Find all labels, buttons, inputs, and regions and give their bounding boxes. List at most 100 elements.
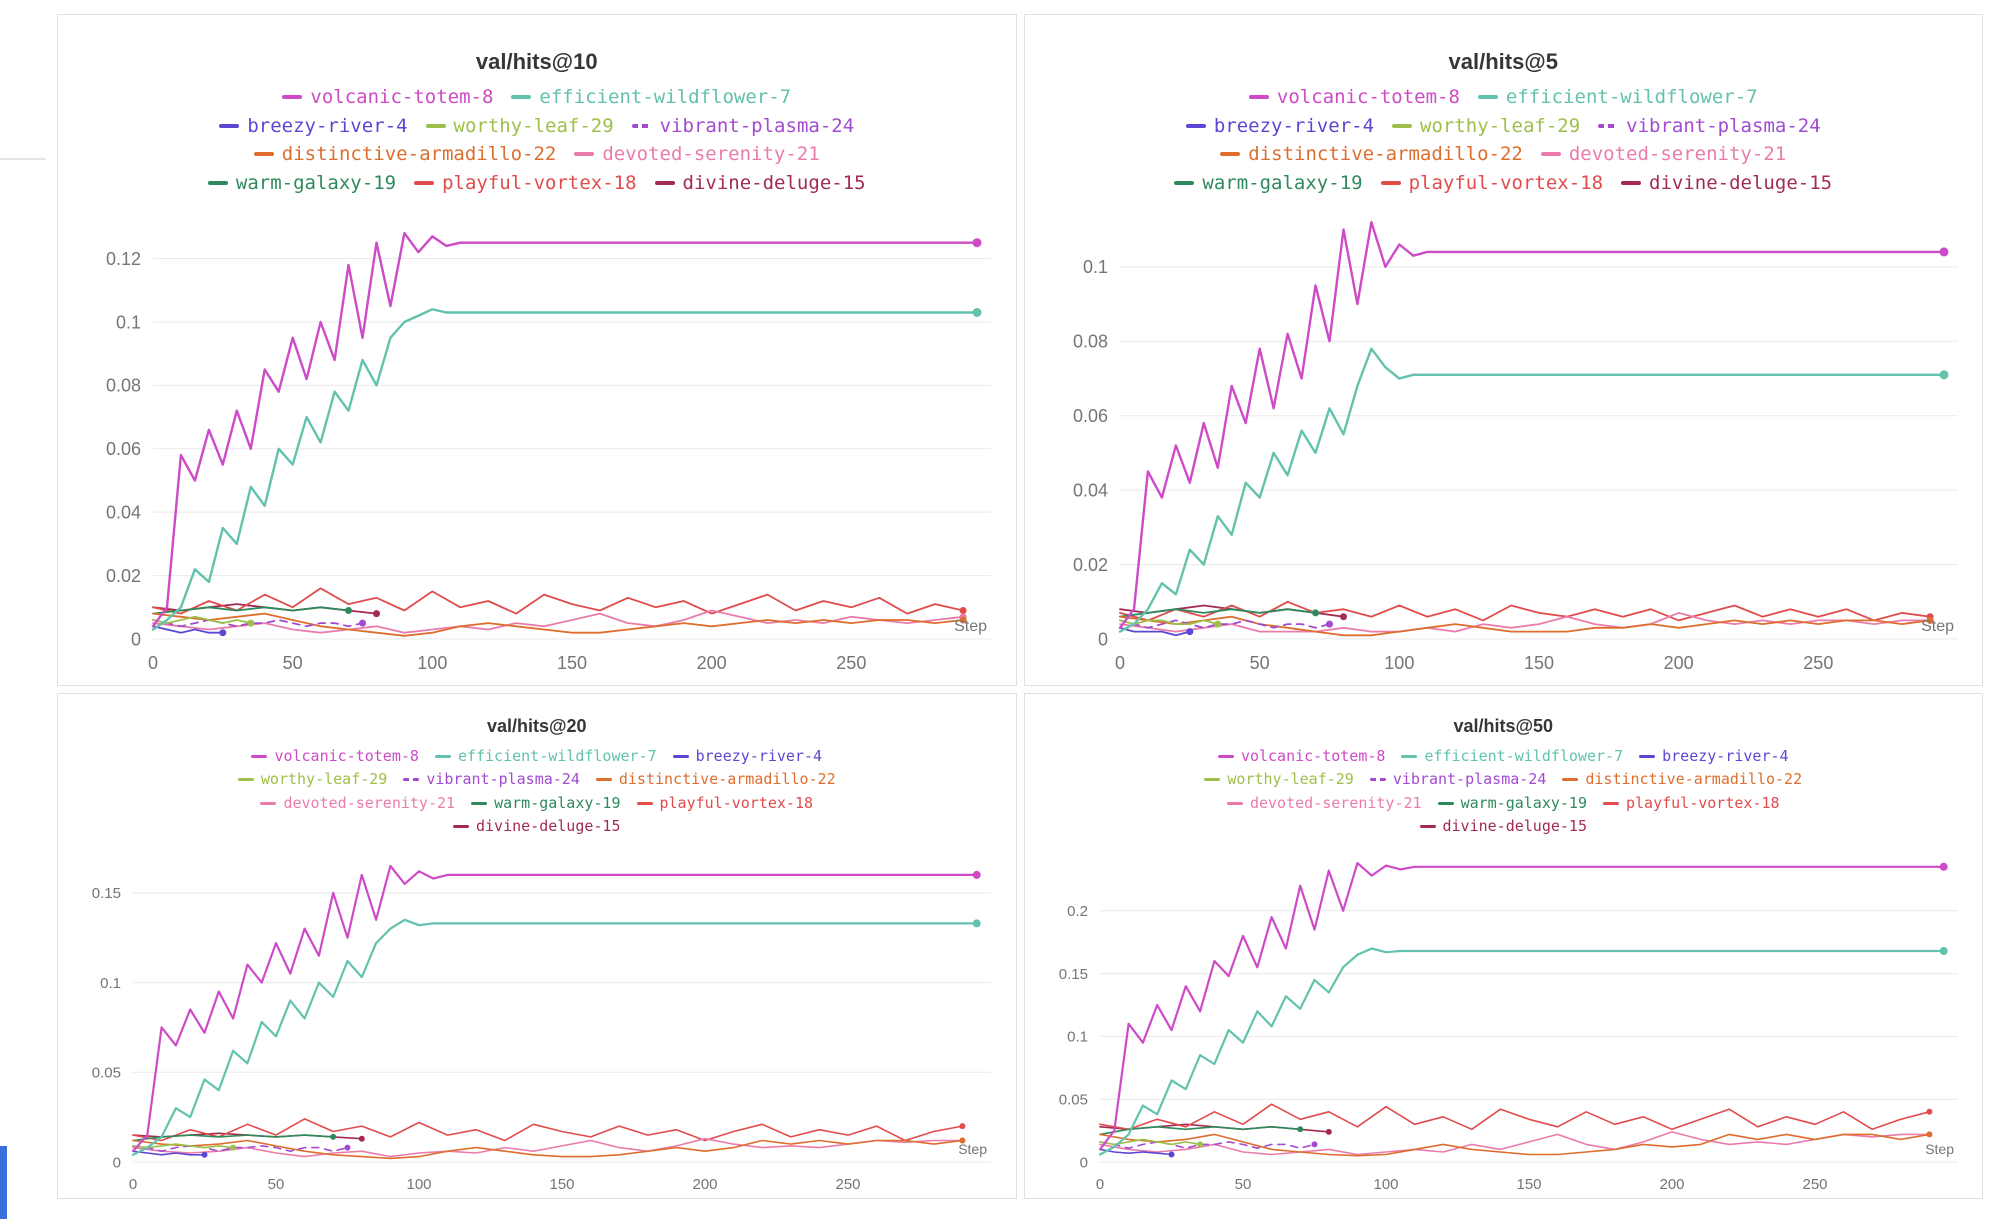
series-line-efficient-wildflower-7[interactable] xyxy=(1098,947,1945,1156)
plot-svg[interactable]: 0 0.02 0.04 0.06 0.08 0.1 0 50 100 150 200 250 Step xyxy=(1025,197,1983,685)
legend-item-efficient-wildflower-7[interactable]: efficient-wildflower-7 xyxy=(434,745,657,768)
series-line-distinctive-armadillo-22[interactable] xyxy=(1098,1133,1930,1157)
legend-item-warm-galaxy-19[interactable]: warm-galaxy-19 xyxy=(207,169,396,198)
legend-mark-dashed xyxy=(631,123,652,128)
legend-item-divine-deluge-15[interactable]: divine-deluge-15 xyxy=(453,815,621,838)
legend-item-efficient-wildflower-7[interactable]: efficient-wildflower-7 xyxy=(1477,83,1758,112)
legend-item-volcanic-totem-8[interactable]: volcanic-totem-8 xyxy=(282,83,493,112)
plot-svg[interactable]: 0 0.05 0.1 0.15 0 50 100 150 200 250 Step xyxy=(58,838,1016,1198)
series-end-dot-efficient-wildflower-7 xyxy=(1939,947,1948,955)
chart-plot-area[interactable]: 0 0.05 0.1 0.15 0 50 100 150 200 250 Step xyxy=(58,838,1016,1198)
series-line-devoted-serenity-21[interactable] xyxy=(1098,1131,1930,1156)
x-tick-label: 250 xyxy=(835,1176,860,1193)
legend-mark xyxy=(1540,152,1561,157)
series-end-dot-worthy-leaf-29 xyxy=(1196,1141,1203,1148)
legend-item-playful-vortex-18[interactable]: playful-vortex-18 xyxy=(414,169,637,198)
legend-item-distinctive-armadillo-22[interactable]: distinctive-armadillo-22 xyxy=(1220,140,1523,169)
series-line-vibrant-plasma-24[interactable] xyxy=(1118,619,1330,629)
series-line-vibrant-plasma-24[interactable] xyxy=(152,619,364,628)
chart-plot-area[interactable]: 0 0.05 0.1 0.15 0.2 0 50 100 150 200 250 Step xyxy=(1025,838,1983,1198)
legend-item-volcanic-totem-8[interactable]: volcanic-totem-8 xyxy=(1248,83,1460,112)
y-tick-label: 0.02 xyxy=(106,566,141,586)
legend-label: playful-vortex-18 xyxy=(442,171,637,194)
legend-item-divine-deluge-15[interactable]: divine-deluge-15 xyxy=(654,169,866,198)
legend-item-breezy-river-4[interactable]: breezy-river-4 xyxy=(672,745,822,768)
series-line-warm-galaxy-19[interactable] xyxy=(152,606,350,615)
legend-item-distinctive-armadillo-22[interactable]: distinctive-armadillo-22 xyxy=(253,140,556,169)
series-line-volcanic-totem-8[interactable] xyxy=(131,864,978,1153)
legend-item-vibrant-plasma-24[interactable]: vibrant-plasma-24 xyxy=(631,112,854,141)
legend-item-breezy-river-4[interactable]: breezy-river-4 xyxy=(1185,112,1374,141)
legend-item-vibrant-plasma-24[interactable]: vibrant-plasma-24 xyxy=(1369,768,1546,791)
legend-item-vibrant-plasma-24[interactable]: vibrant-plasma-24 xyxy=(1598,112,1821,141)
legend-item-distinctive-armadillo-22[interactable]: distinctive-armadillo-22 xyxy=(595,768,836,791)
legend-item-devoted-serenity-21[interactable]: devoted-serenity-21 xyxy=(1226,792,1422,815)
series-line-playful-vortex-18[interactable] xyxy=(1098,1103,1930,1131)
legend-item-warm-galaxy-19[interactable]: warm-galaxy-19 xyxy=(1437,792,1587,815)
legend-item-divine-deluge-15[interactable]: divine-deluge-15 xyxy=(1621,169,1832,198)
legend-item-warm-galaxy-19[interactable]: warm-galaxy-19 xyxy=(1174,169,1363,198)
legend-item-volcanic-totem-8[interactable]: volcanic-totem-8 xyxy=(1217,745,1385,768)
chart-plot-area[interactable]: 0 0.02 0.04 0.06 0.08 0.1 0 50 100 150 200 250 Step xyxy=(1025,197,1983,685)
series-line-efficient-wildflower-7[interactable] xyxy=(131,918,978,1156)
legend-item-worthy-leaf-29[interactable]: worthy-leaf-29 xyxy=(1204,768,1354,791)
legend-item-divine-deluge-15[interactable]: divine-deluge-15 xyxy=(1419,815,1587,838)
chart-panel-val-hits-10[interactable]: val/hits@10 volcanic-totem-8 efficient-wi… xyxy=(57,14,1017,686)
legend-item-volcanic-totem-8[interactable]: volcanic-totem-8 xyxy=(251,745,419,768)
legend-label: distinctive-armadillo-22 xyxy=(1248,143,1523,165)
legend-item-efficient-wildflower-7[interactable]: efficient-wildflower-7 xyxy=(511,83,791,112)
series-line-volcanic-totem-8[interactable] xyxy=(1118,221,1945,629)
legend-item-breezy-river-4[interactable]: breezy-river-4 xyxy=(219,112,408,141)
series-line-devoted-serenity-21[interactable] xyxy=(1118,612,1931,633)
plot-svg[interactable]: 0 0.05 0.1 0.15 0.2 0 50 100 150 200 250 Step xyxy=(1025,838,1983,1198)
plot-svg[interactable]: 0 0.02 0.04 0.06 0.08 0.1 0.12 0 50 100 150 200 250 S… xyxy=(58,197,1016,685)
series-line-divine-deluge-15[interactable] xyxy=(152,603,378,615)
series-line-distinctive-armadillo-22[interactable] xyxy=(152,612,964,637)
legend-item-playful-vortex-18[interactable]: playful-vortex-18 xyxy=(636,792,814,815)
series-line-warm-galaxy-19[interactable] xyxy=(132,1134,334,1142)
legend-item-devoted-serenity-21[interactable]: devoted-serenity-21 xyxy=(1540,140,1786,169)
legend-item-worthy-leaf-29[interactable]: worthy-leaf-29 xyxy=(1392,112,1580,141)
series-line-distinctive-armadillo-22[interactable] xyxy=(1118,615,1931,637)
legend-item-worthy-leaf-29[interactable]: worthy-leaf-29 xyxy=(237,768,387,791)
legend-label: playful-vortex-18 xyxy=(659,793,814,812)
series-line-distinctive-armadillo-22[interactable] xyxy=(132,1139,964,1160)
series-line-breezy-river-4[interactable] xyxy=(1098,1148,1172,1156)
series-line-devoted-serenity-21[interactable] xyxy=(152,609,964,634)
legend-item-vibrant-plasma-24[interactable]: vibrant-plasma-24 xyxy=(403,768,580,791)
series-line-worthy-leaf-29[interactable] xyxy=(132,1143,234,1149)
chart-panel-val-hits-20[interactable]: val/hits@20 volcanic-totem-8 efficient-wi… xyxy=(57,693,1017,1199)
series-line-efficient-wildflower-7[interactable] xyxy=(1118,347,1945,633)
legend-item-distinctive-armadillo-22[interactable]: distinctive-armadillo-22 xyxy=(1562,768,1802,791)
legend-item-playful-vortex-18[interactable]: playful-vortex-18 xyxy=(1380,169,1603,198)
series-line-playful-vortex-18[interactable] xyxy=(152,587,964,615)
chart-plot-area[interactable]: 0 0.02 0.04 0.06 0.08 0.1 0.12 0 50 100 150 200 250 S… xyxy=(58,197,1016,685)
legend-item-efficient-wildflower-7[interactable]: efficient-wildflower-7 xyxy=(1401,745,1623,768)
legend-item-worthy-leaf-29[interactable]: worthy-leaf-29 xyxy=(425,112,614,141)
series-line-volcanic-totem-8[interactable] xyxy=(151,232,979,628)
series-line-vibrant-plasma-24[interactable] xyxy=(1098,1141,1315,1149)
series-line-breezy-river-4[interactable] xyxy=(132,1150,206,1156)
series-line-worthy-leaf-29[interactable] xyxy=(1118,619,1219,625)
legend-item-devoted-serenity-21[interactable]: devoted-serenity-21 xyxy=(260,792,455,815)
legend-mark xyxy=(1392,123,1413,128)
series-line-worthy-leaf-29[interactable] xyxy=(152,615,252,624)
series-line-warm-galaxy-19[interactable] xyxy=(1118,608,1316,618)
series-line-warm-galaxy-19[interactable] xyxy=(1098,1126,1301,1136)
chart-panel-val-hits-50[interactable]: val/hits@50 volcanic-totem-8 efficient-wi… xyxy=(1023,693,1983,1199)
legend-item-devoted-serenity-21[interactable]: devoted-serenity-21 xyxy=(574,140,820,169)
series-line-efficient-wildflower-7[interactable] xyxy=(151,308,979,631)
series-line-playful-vortex-18[interactable] xyxy=(132,1118,964,1142)
series-line-playful-vortex-18[interactable] xyxy=(1118,600,1931,622)
series-end-dot-distinctive-armadillo-22 xyxy=(959,616,967,624)
series-line-breezy-river-4[interactable] xyxy=(152,625,224,634)
y-tick-label: 0.04 xyxy=(1072,480,1107,500)
legend-item-warm-galaxy-19[interactable]: warm-galaxy-19 xyxy=(471,792,621,815)
chart-panel-val-hits-5[interactable]: val/hits@5 volcanic-totem-8 efficient-wil… xyxy=(1023,14,1983,686)
legend-item-breezy-river-4[interactable]: breezy-river-4 xyxy=(1639,745,1789,768)
series-line-vibrant-plasma-24[interactable] xyxy=(132,1145,349,1152)
series-line-devoted-serenity-21[interactable] xyxy=(132,1137,964,1158)
series-line-volcanic-totem-8[interactable] xyxy=(1098,862,1945,1151)
legend-item-playful-vortex-18[interactable]: playful-vortex-18 xyxy=(1603,792,1780,815)
series-line-breezy-river-4[interactable] xyxy=(1118,626,1191,637)
